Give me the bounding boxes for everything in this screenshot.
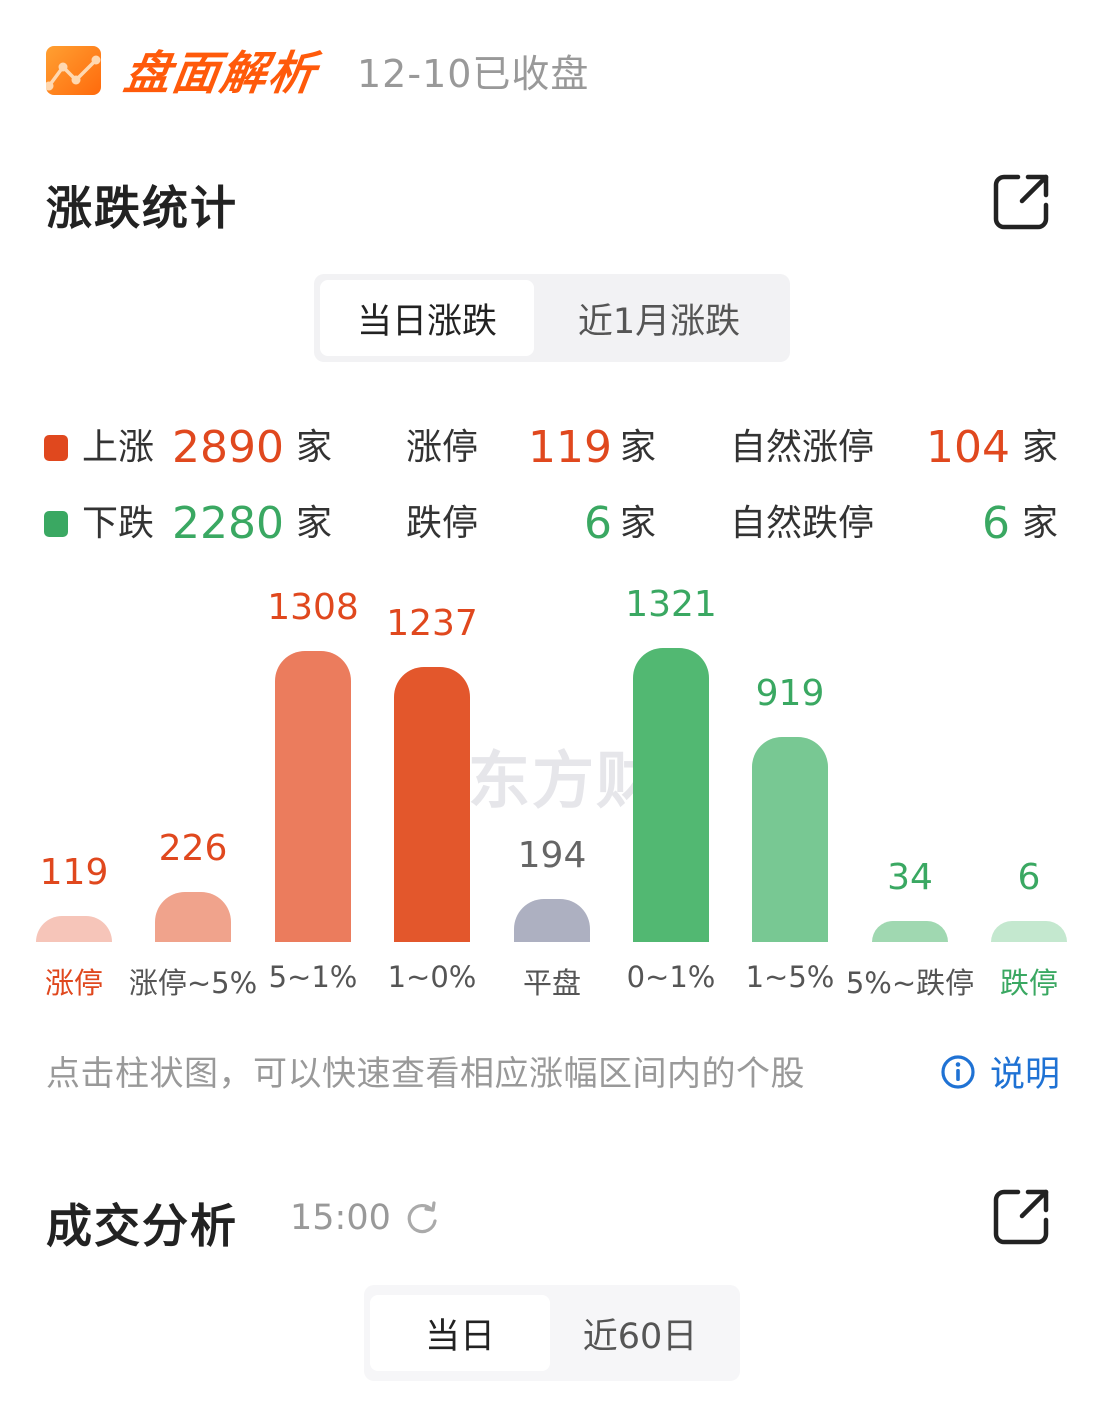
bar-category-label: 1~0% <box>387 960 477 994</box>
tab-volume-60days[interactable]: 近60日 <box>582 1316 698 1357</box>
chart-bar[interactable] <box>514 899 590 942</box>
stat-row-down: 下跌 2280 家 跌停 6 家 自然跌停 6 家 <box>44 496 1064 572</box>
refresh-icon[interactable] <box>405 1201 439 1235</box>
tab-month-rise-fall[interactable]: 近1月涨跌 <box>577 301 741 342</box>
natural-limit-up-label: 自然涨停 <box>730 427 875 468</box>
explain-link[interactable]: 说明 <box>940 1046 1060 1097</box>
bar-value-label: 6 <box>1017 857 1041 898</box>
limit-down-count: 6 <box>584 498 612 549</box>
chart-hint: 点击柱状图，可以快速查看相应涨幅区间内的个股 <box>46 1054 805 1094</box>
up-label: 上涨 <box>82 427 155 468</box>
rise-fall-summary: 上涨 2890 家 涨停 119 家 自然涨停 104 家 下跌 2280 家 … <box>44 420 1064 572</box>
chart-bar[interactable] <box>633 648 709 942</box>
open-external-icon[interactable] <box>992 173 1050 231</box>
info-icon <box>941 1054 975 1089</box>
bar-value-label: 1237 <box>386 603 478 644</box>
chart-bar-group[interactable]: 1308 5~1% <box>267 580 359 1010</box>
bar-value-label: 1308 <box>267 587 359 628</box>
open-external-icon-volume[interactable] <box>992 1188 1050 1246</box>
chart-bar-group[interactable]: 194 平盘 <box>514 580 590 1010</box>
bar-value-label: 919 <box>755 673 825 714</box>
bar-category-label: 跌停 <box>999 966 1058 1000</box>
chart-bar[interactable] <box>752 737 828 942</box>
chart-bar-group[interactable]: 226 涨停~5% <box>129 580 257 1010</box>
chart-bar[interactable] <box>394 667 470 942</box>
bar-category-label: 5~1% <box>268 960 358 994</box>
chart-bar-group[interactable]: 6 跌停 <box>991 580 1067 1010</box>
up-indicator-dot <box>44 435 68 461</box>
limit-up-count: 119 <box>528 422 612 473</box>
bar-category-label: 涨停~5% <box>128 966 258 1000</box>
chart-bar[interactable] <box>872 921 948 942</box>
bar-value-label: 34 <box>887 857 933 898</box>
natural-limit-down-count: 6 <box>982 498 1010 549</box>
natural-limit-up-unit: 家 <box>1022 427 1059 468</box>
watermark: 东方财 <box>468 744 661 817</box>
natural-limit-up-count: 104 <box>926 422 1010 473</box>
bar-value-label: 226 <box>158 828 228 869</box>
natural-limit-down-label: 自然跌停 <box>730 503 875 544</box>
bar-category-label: 1~5% <box>745 960 835 994</box>
volume-analysis-title: 成交分析 <box>46 1199 238 1253</box>
down-count: 2280 <box>172 498 284 549</box>
chart-bar-group[interactable]: 1237 1~0% <box>386 580 478 1010</box>
chart-bar-group[interactable]: 34 5%~跌停 <box>846 580 974 1010</box>
chart-bar-group[interactable]: 919 1~5% <box>746 580 835 1010</box>
down-unit: 家 <box>296 503 333 544</box>
chart-bar-group[interactable]: 1321 0~1% <box>625 580 717 1010</box>
rise-fall-period-tabs: 当日涨跌 近1月涨跌 <box>314 274 790 362</box>
limit-down-label: 跌停 <box>406 503 479 544</box>
market-status: 12-10已收盘 <box>357 51 590 96</box>
bar-category-label: 平盘 <box>522 966 581 1000</box>
bar-category-label: 5%~跌停 <box>845 966 975 1000</box>
down-label: 下跌 <box>82 503 155 544</box>
chart-bar[interactable] <box>991 921 1067 942</box>
trend-chart-logo-icon <box>46 45 101 95</box>
bar-category-label: 0~1% <box>626 960 716 994</box>
rise-fall-title: 涨跌统计 <box>46 181 238 235</box>
update-time-text: 15:00 <box>290 1198 391 1238</box>
chart-bar[interactable] <box>36 916 112 942</box>
bar-value-label: 194 <box>517 835 587 876</box>
chart-bar-group[interactable]: 119 涨停 <box>36 580 112 1010</box>
rise-fall-distribution-chart: 东方财 119 涨停 226 涨停~5% 1308 5~1% 1237 1~0% 194 平盘 13… <box>0 580 1104 1010</box>
stat-row-up: 上涨 2890 家 涨停 119 家 自然涨停 104 家 <box>44 420 1064 496</box>
bar-value-label: 1321 <box>625 584 717 625</box>
explain-label: 说明 <box>990 1055 1061 1095</box>
limit-up-unit: 家 <box>620 427 657 468</box>
limit-down-unit: 家 <box>620 503 657 544</box>
volume-period-tabs: 当日 近60日 <box>364 1285 740 1381</box>
limit-up-label: 涨停 <box>406 427 479 468</box>
chart-bar[interactable] <box>275 651 351 942</box>
bar-category-label: 涨停 <box>44 966 103 1000</box>
volume-update-time: 15:00 <box>290 1198 439 1238</box>
chart-bar[interactable] <box>155 892 231 942</box>
natural-limit-down-unit: 家 <box>1022 503 1059 544</box>
bar-value-label: 119 <box>39 852 109 893</box>
tab-volume-today[interactable]: 当日 <box>370 1295 550 1371</box>
brand-title: 盘面解析 <box>120 46 321 100</box>
up-unit: 家 <box>296 427 333 468</box>
down-indicator-dot <box>44 511 68 537</box>
page-header: 盘面解析 12-10已收盘 <box>46 44 590 100</box>
up-count: 2890 <box>172 422 284 473</box>
tab-today-rise-fall[interactable]: 当日涨跌 <box>320 280 534 356</box>
